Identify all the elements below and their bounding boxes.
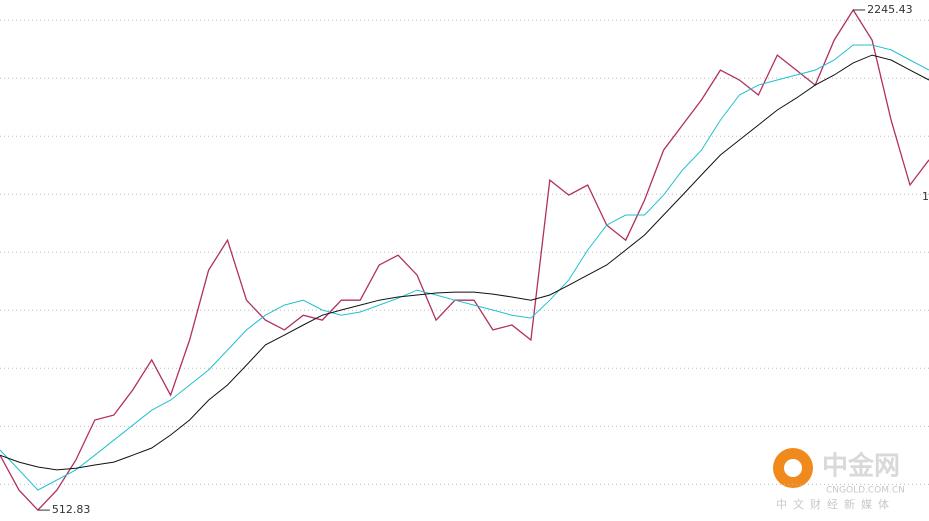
price-line: [0, 8, 929, 512]
price-line: [0, 44, 929, 491]
cutoff-label: 1: [922, 190, 929, 203]
logo-inner: [784, 459, 802, 477]
watermark: 中金网 CNGOLD.COM.CN 中文财经新媒体: [773, 448, 905, 511]
low-label: 512.83: [52, 503, 91, 516]
watermark-domain: CNGOLD.COM.CN: [826, 486, 905, 496]
watermark-slogan: 中文财经新媒体: [776, 497, 895, 511]
high-label: 2245.43: [867, 3, 913, 16]
price-line: [0, 54, 929, 471]
watermark-name: 中金网: [822, 451, 900, 482]
